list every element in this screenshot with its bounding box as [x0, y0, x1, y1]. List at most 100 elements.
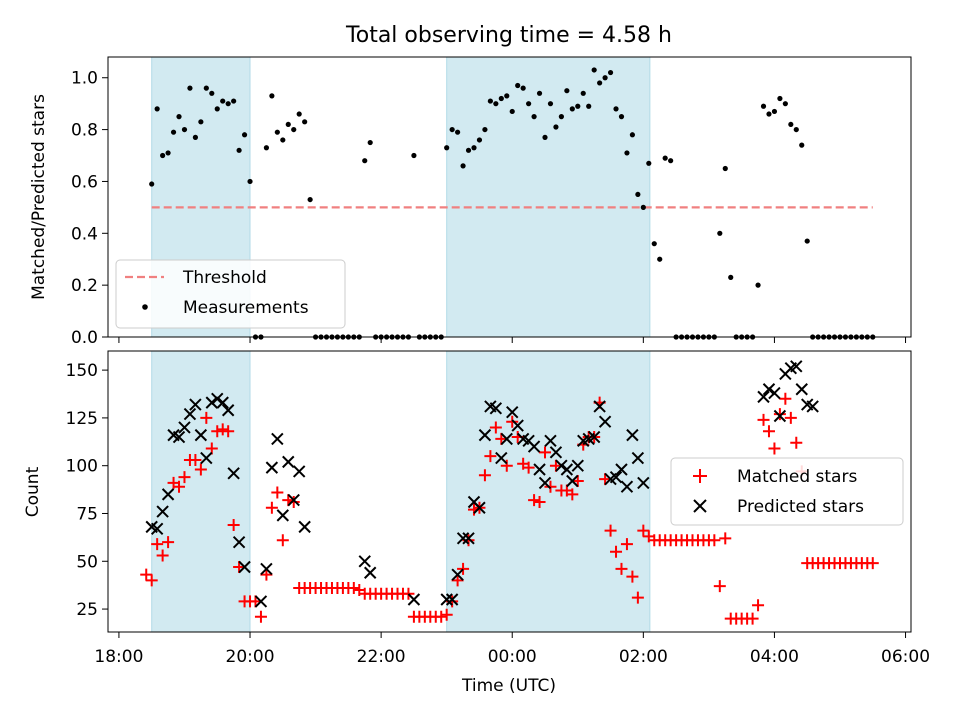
predicted-point [566, 474, 579, 488]
measurement-point [569, 106, 575, 112]
predicted-point [615, 463, 628, 476]
predicted-point [555, 459, 568, 472]
predicted-point [287, 493, 300, 507]
matched-point [719, 532, 732, 545]
matched-point [435, 610, 448, 623]
bottom-shaded-intervals [151, 350, 651, 633]
measurement-point [241, 132, 248, 138]
measurement-point [635, 191, 641, 198]
matched-point [566, 488, 579, 501]
matched-point [216, 423, 229, 436]
predicted-point [211, 392, 224, 405]
predicted-point [189, 398, 202, 411]
matched-point [773, 408, 786, 421]
matched-point [156, 549, 169, 562]
matched-point [440, 608, 453, 621]
x-tick-label: 22:00 [357, 647, 406, 667]
predicted-point [292, 465, 306, 478]
y-tick-label: 0.8 [71, 121, 98, 141]
measurement-point [170, 129, 177, 135]
shaded-interval-2 [446, 56, 651, 338]
predicted-point [626, 428, 639, 442]
measurement-point [209, 90, 215, 96]
y-tick-label: 150 [66, 361, 98, 381]
predicted-point [161, 488, 175, 501]
legend-predicted-swatch [693, 499, 707, 513]
measurement-point [455, 129, 461, 135]
matched-point [500, 459, 513, 472]
measurement-point [717, 230, 723, 236]
matched-point [708, 534, 721, 547]
bottom-x-ticks: 18:00 20:00 22:00 00:00 02:00 04:00 06:00 [94, 632, 930, 667]
predicted-point [456, 532, 470, 545]
measurement-point [526, 101, 532, 107]
matched-point [282, 494, 295, 507]
bottom-legend-box [670, 457, 904, 526]
matched-point [522, 461, 535, 474]
predicted-point [276, 509, 290, 522]
measurement-point [291, 126, 297, 133]
matched-point [151, 538, 164, 551]
matched-point [620, 538, 633, 551]
matched-point [347, 582, 360, 595]
matched-point [194, 463, 207, 476]
matched-point [544, 480, 557, 493]
measurement-point [487, 98, 493, 104]
matched-point [178, 471, 191, 484]
y-tick-label: 0.4 [71, 224, 98, 244]
predicted-point [527, 440, 541, 453]
legend-measurements-label: Measurements [183, 298, 309, 318]
measurement-point [722, 165, 728, 172]
matched-point [451, 574, 464, 587]
measurement-point [509, 108, 515, 115]
measurement-point [482, 126, 488, 133]
predicted-point [489, 402, 503, 415]
measurement-point [165, 150, 171, 156]
top-legend-box [115, 259, 346, 329]
x-tick-label: 18:00 [94, 647, 143, 667]
y-tick-label: 125 [66, 409, 98, 429]
predicted-point [462, 532, 475, 545]
predicted-point [571, 459, 584, 472]
predicted-point [620, 480, 634, 493]
predicted-point [538, 476, 552, 490]
predicted-point [265, 461, 279, 474]
predicted-point [757, 390, 770, 404]
measurement-point [362, 158, 368, 164]
measurement-point [160, 152, 166, 159]
matched-point [528, 494, 541, 507]
measurement-point [542, 134, 548, 140]
measurement-point [777, 95, 783, 102]
matched-point [604, 524, 617, 537]
matched-point [762, 425, 775, 438]
measurement-point [646, 160, 652, 166]
top-panel: 0.0 0.2 0.4 0.6 0.8 1.0 Matched/Predicted sta… [29, 56, 912, 348]
predicted-point [478, 428, 492, 442]
matched-point [495, 432, 508, 445]
matched-point [457, 562, 470, 575]
y-tick-label: 0.6 [71, 172, 98, 192]
predicted-point [238, 560, 251, 574]
measurement-point [799, 142, 805, 148]
measurement-point [668, 158, 674, 164]
predicted-point [183, 407, 197, 421]
measurement-point [198, 119, 204, 125]
measurement-point [624, 150, 630, 156]
top-plot-frame [107, 56, 912, 338]
measurement-point [231, 98, 237, 104]
measurement-point [520, 85, 526, 91]
measurement-point [531, 114, 537, 120]
predicted-point [637, 476, 650, 490]
matched-point [784, 411, 797, 424]
matched-point [233, 561, 246, 574]
top-y-axis-label: Matched/Predicted stars [29, 94, 49, 300]
measurement-point [782, 101, 788, 107]
figure-title: Total observing time = 4.58 h [345, 23, 672, 48]
matched-point [265, 501, 278, 514]
bottom-y-ticks: 25 50 75 100 125 150 [66, 361, 108, 620]
matched-point [757, 413, 770, 426]
matched-point [713, 580, 726, 593]
matched-point [768, 442, 781, 455]
predicted-point [500, 432, 513, 446]
measurement-point [804, 238, 810, 244]
